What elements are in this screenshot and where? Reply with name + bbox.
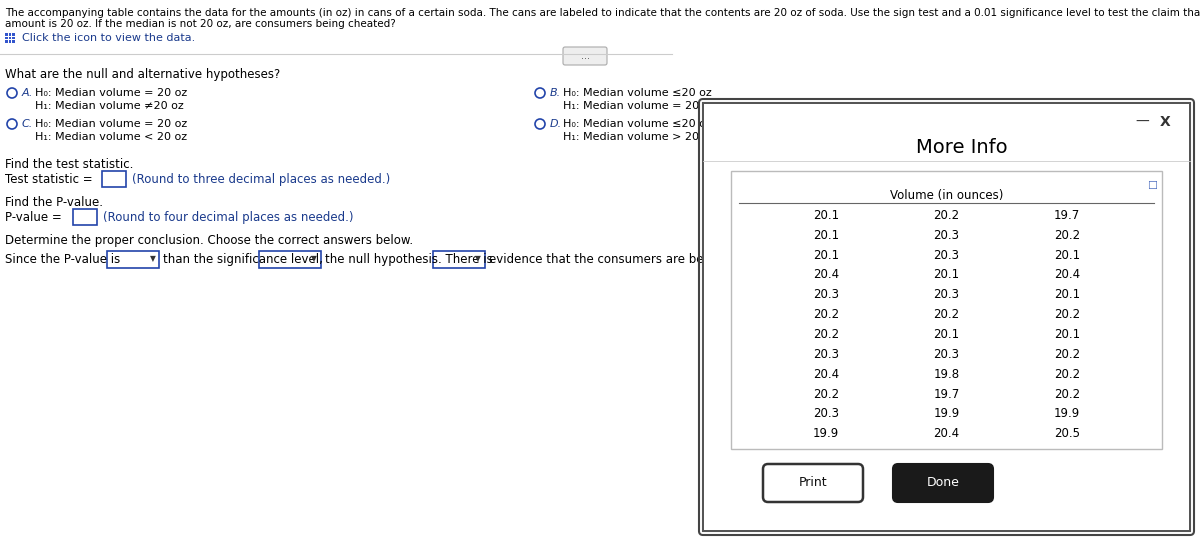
Text: H₁: Median volume > 20 oz: H₁: Median volume > 20 oz (563, 132, 715, 142)
Text: than the significance level,: than the significance level, (163, 253, 323, 266)
FancyBboxPatch shape (893, 464, 994, 502)
Text: 20.4: 20.4 (812, 268, 839, 281)
Text: 19.9: 19.9 (812, 427, 839, 440)
Text: H₁: Median volume = 20 oz: H₁: Median volume = 20 oz (563, 101, 715, 111)
FancyBboxPatch shape (703, 103, 1190, 531)
Text: Find the test statistic.: Find the test statistic. (5, 158, 133, 171)
FancyBboxPatch shape (73, 209, 97, 225)
Bar (5, 40, 7, 42)
Text: the null hypothesis. There is: the null hypothesis. There is (325, 253, 493, 266)
Text: Since the P-value is: Since the P-value is (5, 253, 120, 266)
Text: A.: A. (22, 88, 34, 98)
Text: B.: B. (550, 88, 562, 98)
Text: (Round to four decimal places as needed.): (Round to four decimal places as needed.… (103, 211, 354, 224)
Text: 20.1: 20.1 (1054, 288, 1080, 301)
Text: H₁: Median volume ≠20 oz: H₁: Median volume ≠20 oz (35, 101, 184, 111)
Text: evidence that the consumers are being cheated.: evidence that the consumers are being ch… (490, 253, 778, 266)
Text: Determine the proper conclusion. Choose the correct answers below.: Determine the proper conclusion. Choose … (5, 234, 413, 247)
Text: Print: Print (799, 477, 827, 489)
Text: X: X (1160, 115, 1171, 129)
Bar (5, 36, 7, 39)
Text: 19.7: 19.7 (934, 388, 960, 401)
Text: 20.3: 20.3 (934, 288, 960, 301)
Text: 20.1: 20.1 (1054, 328, 1080, 341)
Text: H₀: Median volume = 20 oz: H₀: Median volume = 20 oz (35, 119, 187, 129)
Text: 20.3: 20.3 (812, 348, 839, 361)
Bar (8, 36, 11, 39)
Text: 19.7: 19.7 (1054, 209, 1080, 222)
FancyBboxPatch shape (259, 251, 322, 268)
Text: 20.4: 20.4 (934, 427, 960, 440)
Text: D.: D. (550, 119, 562, 129)
FancyBboxPatch shape (102, 171, 126, 187)
Text: 20.1: 20.1 (934, 268, 960, 281)
Text: 19.9: 19.9 (1054, 407, 1080, 420)
Text: What are the null and alternative hypotheses?: What are the null and alternative hypoth… (5, 68, 281, 81)
Text: 20.5: 20.5 (1054, 427, 1080, 440)
Text: 20.4: 20.4 (812, 368, 839, 381)
Bar (12, 33, 14, 35)
Text: 20.2: 20.2 (1054, 308, 1080, 321)
Text: H₀: Median volume = 20 oz: H₀: Median volume = 20 oz (35, 88, 187, 98)
Text: More Info: More Info (917, 138, 1008, 157)
Text: 20.3: 20.3 (934, 348, 960, 361)
Bar (12, 40, 14, 42)
Text: Done: Done (926, 477, 960, 489)
Text: 20.2: 20.2 (1054, 388, 1080, 401)
FancyBboxPatch shape (563, 47, 607, 65)
Text: ▼: ▼ (311, 255, 317, 263)
Text: 20.1: 20.1 (812, 209, 839, 222)
Text: 20.1: 20.1 (812, 249, 839, 262)
Text: amount is 20 oz. If the median is not 20 oz, are consumers being cheated?: amount is 20 oz. If the median is not 20… (5, 19, 396, 29)
Text: 20.2: 20.2 (1054, 229, 1080, 242)
Bar (5, 33, 7, 35)
Text: C.: C. (22, 119, 34, 129)
Text: 20.3: 20.3 (812, 407, 839, 420)
Text: 19.8: 19.8 (934, 368, 960, 381)
Text: ▼: ▼ (150, 255, 156, 263)
Text: 20.2: 20.2 (1054, 348, 1080, 361)
Text: Find the P-value.: Find the P-value. (5, 196, 103, 209)
Text: Click the icon to view the data.: Click the icon to view the data. (22, 33, 196, 43)
Text: 20.1: 20.1 (934, 328, 960, 341)
Text: The accompanying table contains the data for the amounts (in oz) in cans of a ce: The accompanying table contains the data… (5, 8, 1200, 18)
Text: 20.2: 20.2 (812, 388, 839, 401)
Bar (8, 40, 11, 42)
Text: ☐: ☐ (1147, 181, 1157, 191)
Text: (Round to three decimal places as needed.): (Round to three decimal places as needed… (132, 173, 390, 186)
Bar (8, 33, 11, 35)
Text: 20.3: 20.3 (812, 288, 839, 301)
FancyBboxPatch shape (763, 464, 863, 502)
FancyBboxPatch shape (731, 171, 1162, 449)
Text: 20.2: 20.2 (1054, 368, 1080, 381)
Text: 20.2: 20.2 (934, 308, 960, 321)
Text: P-value =: P-value = (5, 211, 61, 224)
FancyBboxPatch shape (704, 104, 1189, 530)
Text: 20.3: 20.3 (934, 249, 960, 262)
Text: Test statistic =: Test statistic = (5, 173, 92, 186)
Text: 20.2: 20.2 (812, 308, 839, 321)
Text: 20.1: 20.1 (812, 229, 839, 242)
Text: —: — (1135, 115, 1148, 129)
Text: Volume (in ounces): Volume (in ounces) (890, 189, 1003, 202)
Text: H₁: Median volume < 20 oz: H₁: Median volume < 20 oz (35, 132, 187, 142)
Text: H₀: Median volume ≤20 oz: H₀: Median volume ≤20 oz (563, 88, 712, 98)
Bar (12, 36, 14, 39)
Text: ▼: ▼ (475, 255, 481, 263)
Text: ...: ... (581, 51, 589, 61)
Text: 20.2: 20.2 (812, 328, 839, 341)
Text: 20.3: 20.3 (934, 229, 960, 242)
Text: H₀: Median volume ≤20 oz: H₀: Median volume ≤20 oz (563, 119, 712, 129)
Text: 19.9: 19.9 (934, 407, 960, 420)
FancyBboxPatch shape (107, 251, 158, 268)
Text: 20.2: 20.2 (934, 209, 960, 222)
Text: 20.4: 20.4 (1054, 268, 1080, 281)
Text: 20.1: 20.1 (1054, 249, 1080, 262)
FancyBboxPatch shape (433, 251, 485, 268)
